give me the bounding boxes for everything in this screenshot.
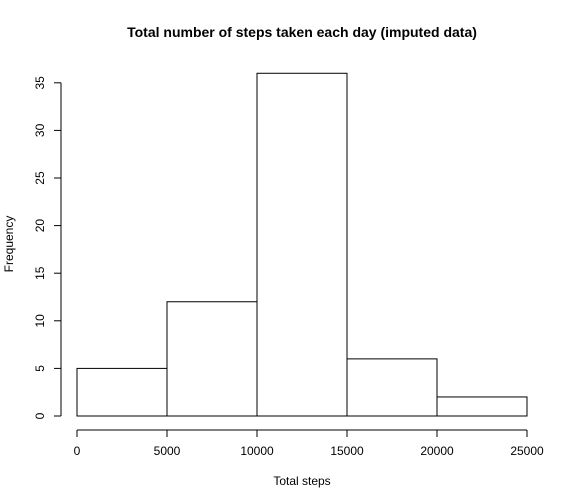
x-tick-label-2: 5000: [154, 444, 181, 458]
y-axis: 0 5 10 15 20 25 30 35: [33, 76, 62, 419]
x-axis-label: Total steps: [273, 474, 330, 488]
x-tick-label-5: 20000: [420, 444, 454, 458]
x-tick-label-3: 10000: [240, 444, 274, 458]
x-tick-label-4: 15000: [330, 444, 364, 458]
histogram-bar-4: [346, 358, 438, 417]
x-axis: 0 5000 10000 15000 20000 25000: [74, 429, 544, 458]
y-tick-label-8: 35: [33, 76, 47, 90]
x-tick-label-1: 0: [74, 444, 81, 458]
bars-group: [76, 72, 528, 417]
histogram-bar-5: [436, 396, 528, 417]
histogram-bar-1: [76, 367, 168, 417]
y-tick-label-6: 25: [33, 171, 47, 185]
histogram-bar-2: [166, 301, 258, 417]
histogram-bar-3: [256, 72, 348, 417]
chart-title: Total number of steps taken each day (im…: [127, 24, 477, 40]
y-tick-label-7: 30: [33, 123, 47, 137]
y-tick-label-3: 10: [33, 314, 47, 328]
y-axis-label: Frequency: [2, 216, 16, 273]
x-tick-label-6: 25000: [510, 444, 544, 458]
y-tick-label-1: 0: [33, 412, 47, 419]
y-tick-label-2: 5: [33, 365, 47, 372]
y-tick-label-4: 15: [33, 266, 47, 280]
y-tick-label-5: 20: [33, 219, 47, 233]
